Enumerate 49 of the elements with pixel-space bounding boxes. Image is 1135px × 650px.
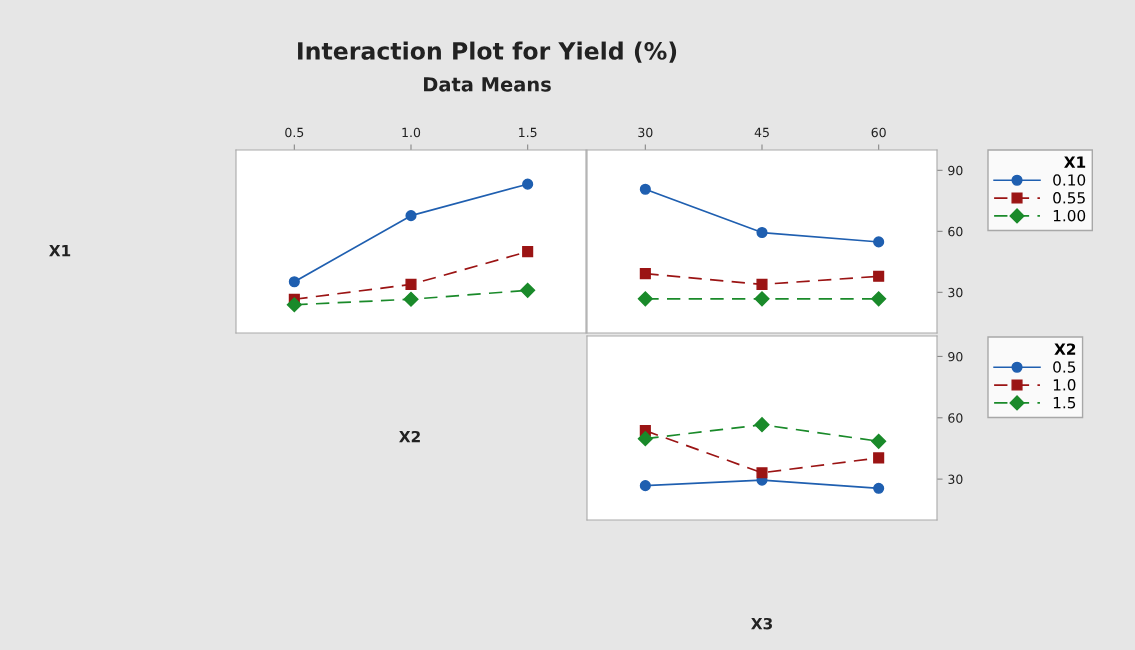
- point: [873, 482, 885, 494]
- y-tick-label: 30: [948, 474, 963, 485]
- point: [522, 246, 534, 258]
- y-tick-label: 90: [948, 351, 963, 362]
- chart-subtitle: Data Means: [424, 77, 551, 92]
- point: [754, 417, 770, 433]
- legend-label: 0.55: [1053, 192, 1085, 204]
- x-tick-label: 0.5: [285, 127, 304, 138]
- x-tick-label: 1.5: [519, 127, 537, 138]
- point: [286, 297, 302, 313]
- point: [873, 236, 885, 248]
- point: [637, 291, 653, 307]
- x-tick-label: 1.0: [402, 127, 421, 138]
- text: X3: [751, 617, 772, 630]
- point: [873, 270, 885, 282]
- point: [756, 467, 768, 479]
- y-tick-label: 60: [948, 226, 963, 237]
- text: X2: [399, 430, 420, 443]
- point: [756, 226, 768, 239]
- y-tick-label: 90: [948, 165, 963, 176]
- y-tick-label: 30: [948, 287, 963, 298]
- point: [405, 210, 417, 222]
- chart-title: Interaction Plot for Yield (%): [298, 41, 677, 63]
- point: [639, 183, 651, 195]
- x-tick-label: 45: [754, 127, 769, 138]
- legend-label: 0.10: [1053, 174, 1086, 186]
- point: [522, 178, 534, 190]
- point: [520, 282, 536, 298]
- x-tick-label: 60: [871, 127, 886, 138]
- point: [403, 291, 419, 307]
- legend-label: 1.0: [1053, 379, 1076, 391]
- point: [871, 291, 887, 307]
- point: [405, 278, 417, 290]
- point: [639, 268, 651, 280]
- legend-label: 0.5: [1053, 361, 1076, 373]
- legend-label: 1.00: [1053, 209, 1086, 222]
- legend-label: 1.5: [1053, 397, 1076, 409]
- x-tick-label: 30: [638, 127, 653, 138]
- point: [637, 431, 653, 447]
- point: [754, 291, 770, 307]
- point: [871, 433, 887, 449]
- text: X1: [49, 245, 71, 257]
- y-tick-label: 60: [948, 413, 963, 423]
- point: [639, 480, 651, 492]
- point: [756, 278, 768, 290]
- point: [288, 276, 300, 288]
- legend-title: X2: [1054, 343, 1076, 355]
- point: [873, 452, 885, 464]
- legend-title: X1: [1064, 156, 1086, 168]
